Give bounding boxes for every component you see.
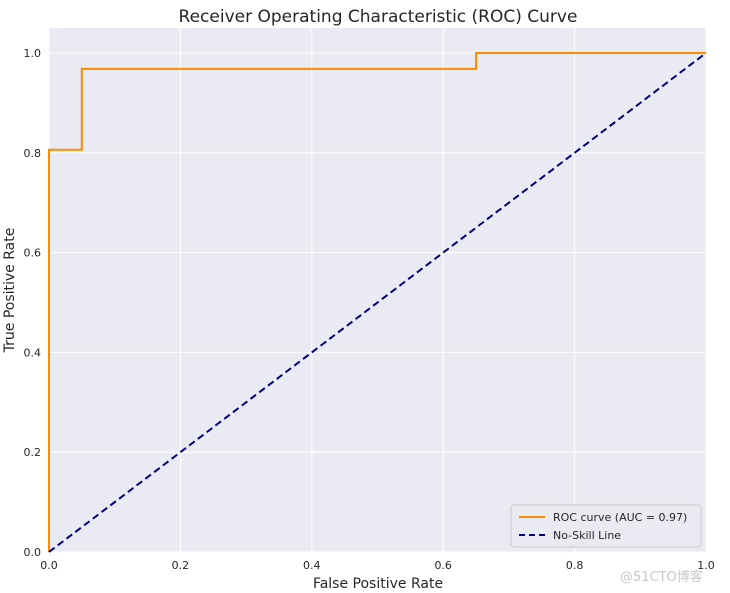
- y-axis-ticks: 0.0 0.2 0.4 0.6 0.8 1.0: [24, 47, 42, 559]
- x-tick-label: 0.2: [172, 559, 190, 572]
- legend: ROC curve (AUC = 0.97) No-Skill Line: [510, 504, 702, 548]
- legend-box: [510, 504, 702, 548]
- y-tick-label: 1.0: [24, 47, 42, 60]
- x-axis-label: False Positive Rate: [313, 576, 443, 592]
- no-skill-line: [48, 52, 707, 553]
- x-tick-label: 0.6: [434, 559, 452, 572]
- watermark: @51CTO博客: [620, 569, 703, 585]
- legend-label-no-skill: No-Skill Line: [553, 529, 621, 542]
- y-tick-label: 0.2: [24, 446, 42, 459]
- y-tick-label: 0.8: [24, 147, 42, 160]
- plot-background: [49, 28, 706, 552]
- x-axis-ticks: 0.0 0.2 0.4 0.6 0.8 1.0: [40, 559, 715, 572]
- y-axis-label: True Positive Rate: [2, 228, 18, 354]
- legend-label-roc: ROC curve (AUC = 0.97): [553, 511, 687, 524]
- x-tick-label: 0.4: [303, 559, 321, 572]
- x-tick-label: 1.0: [697, 559, 715, 572]
- x-tick-label: 0.0: [40, 559, 58, 572]
- grid-lines: [48, 28, 707, 553]
- y-tick-label: 0.4: [24, 346, 42, 359]
- y-tick-label: 0.0: [24, 546, 42, 559]
- y-tick-label: 0.6: [24, 247, 42, 260]
- roc-curve-line: [48, 52, 706, 552]
- chart-title: Receiver Operating Characteristic (ROC) …: [179, 7, 578, 27]
- series-layer: [48, 52, 707, 553]
- x-tick-label: 0.8: [566, 559, 584, 572]
